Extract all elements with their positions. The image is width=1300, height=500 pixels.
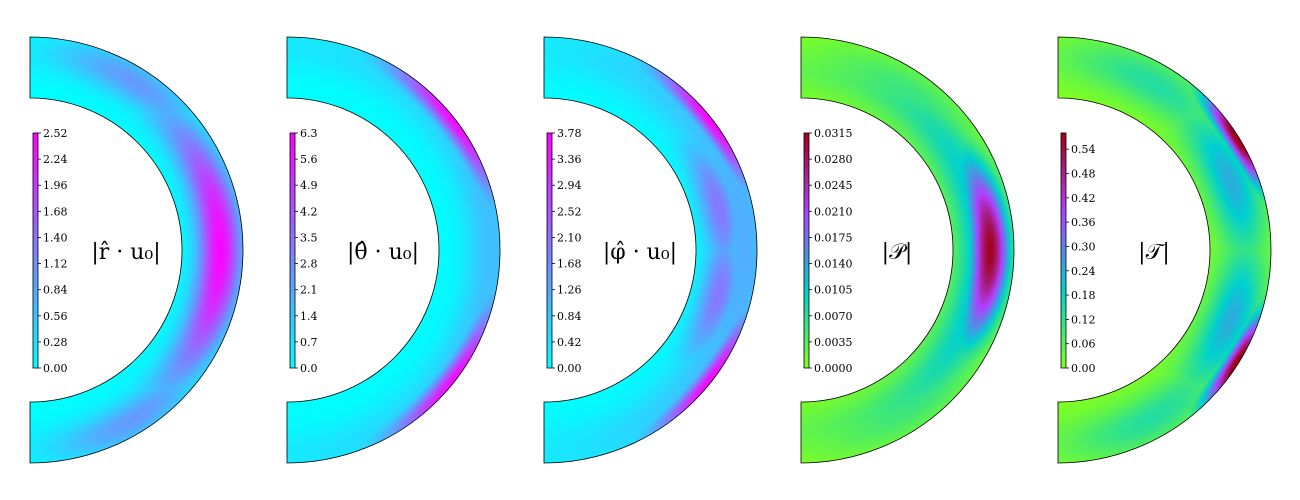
panel-label: |𝒫| — [882, 240, 913, 265]
colorbar-tick-label: 1.68 — [557, 258, 582, 271]
panel-3: 0.00 0.42 0.84 1.26 1.68 2.10 2.52 2.94 3.36 3.78… — [543, 36, 758, 464]
panel-2: 0.0 0.7 1.4 2.1 2.8 3.5 4.2 4.9 5.6 6.3 |θ̂ · u₀| — [286, 36, 501, 464]
colorbar-tick-label: 0.0 — [300, 362, 318, 375]
colorbar-tick-label: 3.5 — [300, 231, 318, 244]
colorbar-tick-label: 5.6 — [300, 153, 318, 166]
panel-4: 0.0000 0.0035 0.0070 0.0105 0.0140 0.0175 0.02… — [800, 36, 1015, 464]
colorbar-tick-label: 0.0035 — [814, 336, 853, 349]
panel-label: |𝒯| — [1138, 240, 1170, 265]
colorbar-tick-label: 0.0070 — [814, 310, 853, 323]
colorbar-tick-label: 0.84 — [557, 310, 582, 323]
colorbar — [289, 132, 296, 369]
colorbar-tick-label: 0.0175 — [814, 231, 853, 244]
colorbar-tick-label: 0.54 — [1071, 143, 1096, 156]
colorbar-tick-label: 0.00 — [1071, 362, 1096, 375]
shell-outline — [29, 36, 244, 464]
colorbar-tick-label: 2.52 — [557, 205, 582, 218]
colorbar-tick-label: 0.42 — [1071, 192, 1096, 205]
shell-outline — [1057, 36, 1272, 464]
colorbar-tick-label: 0.30 — [1071, 240, 1096, 253]
colorbar-tick-label: 0.12 — [1071, 313, 1096, 326]
colorbar — [803, 132, 810, 369]
colorbar-tick-label: 0.7 — [300, 336, 318, 349]
colorbar-tick-label: 0.00 — [43, 362, 68, 375]
colorbar-tick-label: 0.0315 — [814, 127, 853, 140]
colorbar-tick-label: 0.48 — [1071, 168, 1096, 181]
panel-label: |φ̂ · u₀| — [603, 240, 677, 265]
colorbar-tick-label: 2.10 — [557, 231, 582, 244]
colorbar-tick-label: 2.94 — [557, 179, 582, 192]
shell-outline — [800, 36, 1015, 464]
colorbar-tick-label: 0.0280 — [814, 153, 853, 166]
colorbar-tick-label: 0.0000 — [814, 362, 853, 375]
colorbar-tick-label: 2.52 — [43, 127, 68, 140]
colorbar-tick-label: 6.3 — [300, 127, 318, 140]
colorbar-tick-label: 0.56 — [43, 310, 68, 323]
colorbar-tick-label: 1.26 — [557, 284, 582, 297]
shell-outline — [543, 36, 758, 464]
colorbar-tick-label: 1.68 — [43, 205, 68, 218]
shell-outline — [286, 36, 501, 464]
colorbar-tick-label: 1.96 — [43, 179, 68, 192]
colorbar — [546, 132, 553, 369]
colorbar-tick-label: 0.06 — [1071, 338, 1096, 351]
colorbar-tick-label: 4.9 — [300, 179, 318, 192]
colorbar-tick-label: 1.4 — [300, 310, 318, 323]
colorbar-tick-label: 1.40 — [43, 231, 68, 244]
colorbar-tick-label: 2.8 — [300, 258, 318, 271]
colorbar-tick-label: 0.84 — [43, 284, 68, 297]
panel-label: |θ̂ · u₀| — [347, 240, 419, 265]
colorbar-tick-label: 4.2 — [300, 205, 318, 218]
colorbar-tick-label: 2.24 — [43, 153, 68, 166]
panel-1: 0.00 0.28 0.56 0.84 1.12 1.40 1.68 1.96 2.24 2.52… — [29, 36, 244, 464]
colorbar-tick-label: 0.24 — [1071, 265, 1096, 278]
colorbar-tick-label: 2.1 — [300, 284, 318, 297]
colorbar-tick-label: 0.00 — [557, 362, 582, 375]
colorbar-tick-label: 0.0140 — [814, 258, 853, 271]
colorbar-tick-label: 0.0210 — [814, 205, 853, 218]
colorbar-tick-label: 3.78 — [557, 127, 582, 140]
colorbar-tick-label: 1.12 — [43, 258, 68, 271]
colorbar-tick-label: 0.0245 — [814, 179, 853, 192]
colorbar — [32, 132, 39, 369]
colorbar-tick-label: 0.28 — [43, 336, 68, 349]
colorbar-tick-label: 0.36 — [1071, 216, 1096, 229]
colorbar-tick-label: 3.36 — [557, 153, 582, 166]
colorbar-tick-label: 0.0105 — [814, 284, 853, 297]
colorbar-tick-label: 0.42 — [557, 336, 582, 349]
colorbar — [1060, 132, 1067, 369]
colorbar-tick-label: 0.18 — [1071, 289, 1096, 302]
panel-5: 0.00 0.06 0.12 0.18 0.24 0.30 0.36 0.42 0.48 0.54… — [1057, 36, 1272, 464]
panel-label: |r̂ · u₀| — [91, 240, 160, 265]
